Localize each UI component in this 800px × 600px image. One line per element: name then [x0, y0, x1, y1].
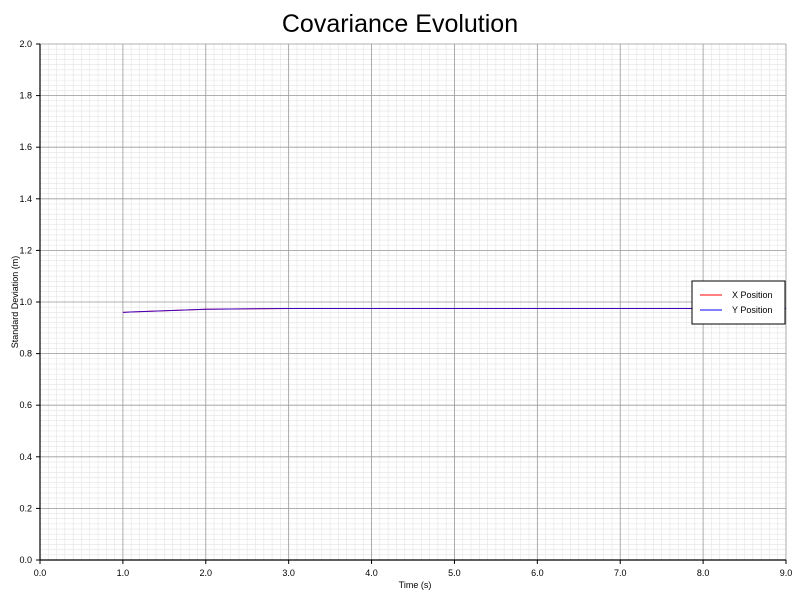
- x-tick-label: 0.0: [34, 568, 47, 578]
- tick-labels: 0.0 1.0 2.0 3.0 4.0 5.0 6.0 7.0 8.0 9.0 0.0 0.2 0.4 0…: [19, 39, 792, 578]
- series-line-y-position: [122, 307, 786, 313]
- legend: X Position Y Position: [691, 280, 786, 325]
- y-tick-label: 1.2: [19, 245, 32, 255]
- x-tick-label: 3.0: [282, 568, 295, 578]
- y-tick-label: 1.4: [19, 194, 32, 204]
- series-layer: [122, 307, 786, 313]
- x-tick-label: 7.0: [614, 568, 627, 578]
- x-axis-label: Time (s): [399, 580, 432, 590]
- y-tick-label: 0.4: [19, 452, 32, 462]
- y-axis-label: Standard Deviation (m): [10, 256, 20, 349]
- x-tick-label: 5.0: [448, 568, 461, 578]
- y-tick-label: 1.6: [19, 142, 32, 152]
- y-tick-label: 1.0: [19, 297, 32, 307]
- x-tick-label: 8.0: [697, 568, 710, 578]
- chart-title: Covariance Evolution: [281, 10, 519, 38]
- x-tick-label: 4.0: [365, 568, 378, 578]
- y-tick-label: 2.0: [19, 39, 32, 49]
- x-tick-label: 2.0: [200, 568, 213, 578]
- x-tick-label: 9.0: [780, 568, 793, 578]
- y-tick-label: 0.0: [19, 555, 32, 565]
- legend-label: Y Position: [732, 305, 772, 315]
- y-tick-label: 0.2: [19, 503, 32, 513]
- y-tick-label: 0.8: [19, 349, 32, 359]
- axes: [36, 43, 787, 564]
- x-tick-label: 6.0: [531, 568, 544, 578]
- legend-box: [691, 280, 786, 325]
- legend-label: X Position: [732, 290, 773, 300]
- x-tick-label: 1.0: [117, 568, 130, 578]
- y-tick-label: 0.6: [19, 400, 32, 410]
- y-tick-label: 1.8: [19, 91, 32, 101]
